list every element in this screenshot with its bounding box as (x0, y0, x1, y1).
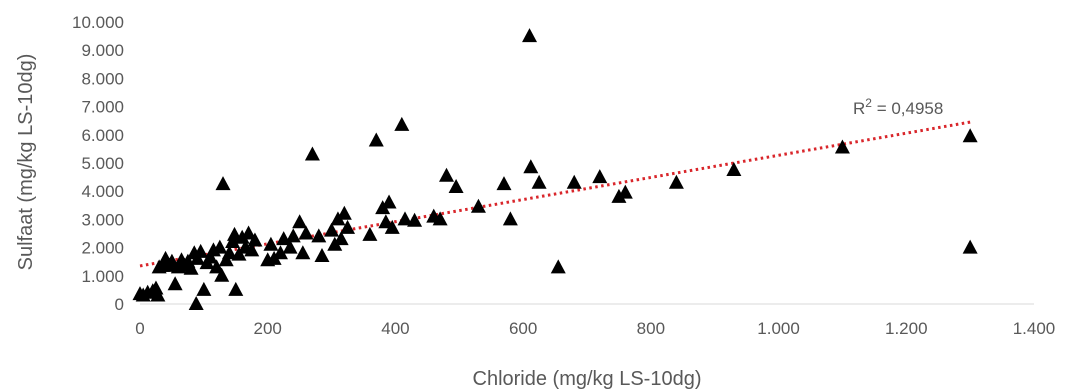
data-point (228, 281, 244, 296)
data-point (381, 194, 397, 209)
data-point (188, 296, 204, 310)
data-point (292, 214, 308, 229)
data-point (336, 205, 352, 220)
data-point (234, 229, 250, 244)
y-tick-label: 7.000 (81, 98, 124, 117)
data-point (397, 211, 413, 226)
y-tick-label: 2.000 (81, 239, 124, 258)
data-point (531, 174, 547, 189)
data-point (311, 228, 327, 243)
y-tick-label: 9.000 (81, 41, 124, 60)
data-point (368, 132, 384, 147)
y-tick-label: 0 (115, 295, 124, 314)
data-point (221, 245, 237, 260)
y-tick-label: 3.000 (81, 210, 124, 229)
data-point (962, 128, 978, 143)
data-point (231, 246, 247, 261)
data-point (448, 178, 464, 193)
data-point (470, 198, 486, 213)
x-tick-label: 0 (135, 319, 144, 338)
data-point (324, 222, 340, 237)
data-point (496, 176, 512, 191)
data-point (962, 239, 978, 254)
r-squared-prefix: R (853, 99, 865, 118)
y-axis-ticks: 0 1.000 2.000 3.000 4.000 5.000 6.000 7.000 8.00… (72, 13, 124, 314)
data-point (439, 167, 455, 182)
y-tick-label: 10.000 (72, 13, 124, 32)
data-point (668, 174, 684, 189)
data-point (566, 174, 582, 189)
data-point (611, 188, 627, 203)
data-point (340, 219, 356, 234)
data-point (244, 242, 260, 257)
r-squared-value: = 0,4958 (872, 99, 943, 118)
data-point (726, 162, 742, 177)
data-point (209, 259, 225, 274)
data-point (150, 287, 166, 302)
data-point (384, 219, 400, 234)
data-point (263, 236, 279, 251)
data-point (523, 159, 539, 174)
r-squared-label: R2 = 0,4958 (853, 96, 943, 118)
data-point (592, 169, 608, 184)
data-point (617, 184, 633, 199)
data-point (298, 225, 314, 240)
data-point (225, 233, 241, 248)
data-point (241, 225, 257, 240)
data-point (218, 252, 234, 267)
data-point (314, 248, 330, 263)
data-point (193, 243, 209, 258)
x-tick-label: 200 (254, 319, 282, 338)
data-point (295, 245, 311, 260)
y-tick-label: 4.000 (81, 182, 124, 201)
trendline (139, 120, 971, 268)
y-axis-title: Sulfaat (mg/kg LS-10dg) (15, 54, 37, 271)
x-tick-label: 1.200 (885, 319, 928, 338)
x-tick-label: 800 (637, 319, 665, 338)
x-tick-label: 1.000 (757, 319, 800, 338)
data-point (378, 214, 394, 229)
data-point (247, 232, 263, 247)
x-tick-label: 600 (509, 319, 537, 338)
data-point (282, 239, 298, 254)
y-tick-label: 6.000 (81, 126, 124, 145)
y-tick-label: 5.000 (81, 154, 124, 173)
data-point (212, 239, 228, 254)
data-point (432, 211, 448, 226)
x-tick-label: 1.400 (1013, 319, 1056, 338)
data-points (132, 28, 978, 310)
data-point (202, 249, 218, 264)
x-tick-label: 400 (381, 319, 409, 338)
data-point (285, 228, 301, 243)
data-point (183, 260, 199, 275)
data-point (362, 226, 378, 241)
y-tick-label: 8.000 (81, 69, 124, 88)
data-point (407, 212, 423, 227)
x-axis-title: Chloride (mg/kg LS-10dg) (473, 368, 702, 390)
data-point (214, 267, 230, 282)
data-point (167, 276, 183, 291)
data-point (394, 116, 410, 131)
data-point (522, 28, 538, 43)
data-point (333, 231, 349, 246)
data-point (272, 245, 288, 260)
data-point (834, 139, 850, 154)
r-squared-superscript: 2 (865, 96, 872, 110)
data-point (189, 250, 205, 265)
y-tick-label: 1.000 (81, 267, 124, 286)
data-point (502, 211, 518, 226)
data-point (196, 281, 212, 296)
x-axis-ticks: 0 200 400 600 800 1.000 1.200 1.400 (135, 319, 1055, 338)
data-point (215, 176, 231, 191)
data-point (550, 259, 566, 274)
data-point (304, 146, 320, 161)
